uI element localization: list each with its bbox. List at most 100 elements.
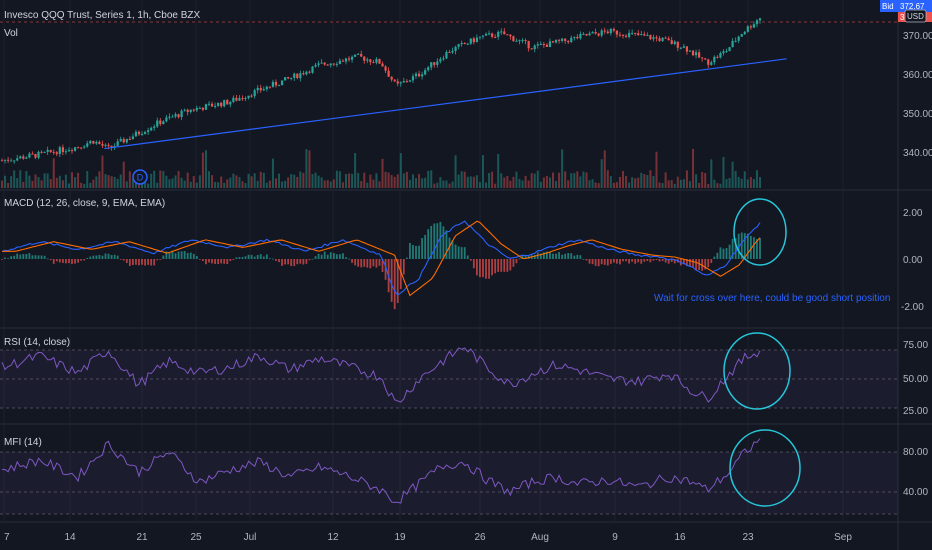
volume-bar	[162, 171, 165, 188]
volume-bar	[749, 176, 752, 188]
macd-pane[interactable]	[1, 220, 761, 310]
candle-body	[722, 51, 725, 54]
macd-histogram-bar	[469, 259, 472, 261]
macd-histogram-bar	[658, 259, 661, 262]
volume-bar	[591, 179, 594, 188]
macd-histogram-bar	[68, 259, 70, 264]
macd-histogram-bar	[585, 259, 588, 261]
candle-body	[284, 77, 287, 81]
candle-body	[116, 141, 119, 146]
time-axis[interactable]: 7 14 21 25 Jul 12 19 26 Aug 9 16 23 Sep	[4, 532, 852, 543]
candle-body	[101, 143, 104, 146]
volume-bar	[92, 179, 95, 188]
dividend-event-marker[interactable]: D	[132, 169, 148, 185]
volume-bar	[208, 171, 211, 188]
candle-body	[420, 74, 424, 77]
volume-bar	[701, 172, 704, 188]
volume-bar	[567, 180, 570, 188]
macd-histogram-bar	[494, 259, 497, 274]
candle-body	[497, 31, 500, 37]
macd-histogram-bar	[314, 256, 317, 259]
volume-bar	[451, 181, 454, 188]
volume-bar	[408, 179, 411, 188]
candle-body	[408, 80, 412, 82]
candle-body	[378, 59, 381, 64]
candle-body	[609, 29, 612, 34]
macd-histogram-bar	[317, 253, 320, 259]
volume-bar	[58, 175, 61, 188]
rsi-tick: 75.00	[903, 340, 928, 351]
candle-body	[503, 31, 506, 35]
macd-histogram-bar	[667, 259, 670, 264]
volume-bar	[436, 182, 439, 188]
rsi-pane[interactable]	[1, 347, 761, 403]
candle-body	[393, 79, 396, 82]
macd-histogram-bar	[570, 253, 573, 259]
volume-bar	[555, 181, 558, 188]
macd-histogram-bar	[616, 259, 618, 264]
macd-histogram-bar	[415, 245, 417, 259]
candle-body	[220, 102, 223, 107]
volume-bar	[144, 178, 147, 188]
macd-histogram-bar	[122, 259, 125, 261]
macd-histogram-bar	[466, 255, 469, 259]
macd-histogram-bar	[162, 255, 165, 259]
macd-histogram-bar	[278, 259, 280, 263]
macd-histogram-bar	[183, 251, 186, 259]
candle-body	[728, 47, 731, 52]
macd-histogram-bar	[655, 259, 658, 261]
volume-bar	[341, 182, 344, 188]
candle-body	[92, 140, 95, 144]
volume-bar	[704, 173, 707, 188]
bid-label: Bid	[882, 2, 894, 11]
candle-body	[652, 37, 655, 40]
macd-histogram-bar	[552, 253, 554, 259]
mfi-pane[interactable]	[2, 438, 761, 504]
volume-bar	[10, 176, 13, 188]
candle-body	[481, 35, 485, 37]
candle-body	[360, 53, 363, 57]
macd-histogram-bar	[625, 259, 627, 262]
volume-bar	[238, 177, 241, 188]
volume-bar	[618, 177, 621, 188]
volume-bar	[61, 180, 64, 188]
candle-body	[670, 40, 673, 44]
volume-bar	[153, 170, 156, 188]
macd-histogram-bar	[61, 259, 64, 263]
macd-histogram-bar	[360, 259, 363, 268]
macd-annotation-text: Wait for cross over here, could be good …	[654, 293, 890, 304]
candle-body	[287, 77, 290, 79]
volume-bar	[159, 170, 162, 188]
macd-histogram-bar	[375, 259, 378, 268]
trendline[interactable]	[104, 58, 787, 150]
candle-body	[52, 151, 55, 153]
candle-body	[363, 56, 366, 61]
quote-tags[interactable]: Bid 372.67 372.64 USD	[880, 0, 932, 23]
volume-bar	[628, 182, 631, 188]
volume-bar	[308, 150, 311, 188]
candle-body	[701, 57, 704, 59]
macd-histogram-bar	[226, 259, 229, 265]
macd-histogram-bar	[31, 255, 34, 259]
candle-body	[439, 59, 442, 62]
macd-histogram-bar	[299, 259, 302, 264]
volume-bar	[710, 159, 713, 188]
candlesticks[interactable]	[0, 17, 762, 164]
price-tick: 350.00	[903, 109, 932, 120]
volume-bar	[418, 174, 421, 188]
candle-body	[147, 130, 150, 133]
candle-body	[290, 77, 293, 79]
volume-bar	[281, 181, 284, 188]
volume-bar	[348, 173, 351, 188]
candle-body	[77, 147, 80, 149]
macd-histogram-bar	[141, 259, 143, 265]
volume-bar	[527, 180, 530, 188]
currency-button[interactable]: USD	[907, 12, 924, 21]
candle-body	[80, 147, 83, 149]
macd-histogram-bar	[189, 252, 192, 259]
volume-bar	[442, 180, 445, 188]
macd-histogram-bar	[311, 258, 314, 260]
volume-bar	[195, 182, 198, 188]
volume-bar	[612, 182, 615, 188]
